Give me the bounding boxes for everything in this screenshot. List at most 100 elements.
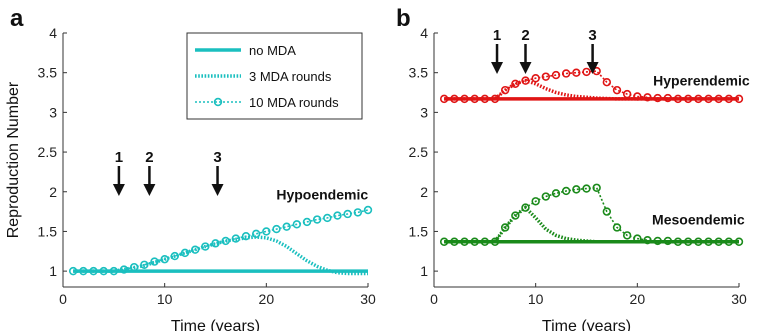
panel-letter: b <box>396 5 411 32</box>
series-point-10-mda-rounds <box>480 94 490 104</box>
series-point-10-mda-rounds <box>450 94 459 104</box>
arrow-number: 3 <box>588 27 596 44</box>
series-point-10-mda-rounds <box>561 69 571 78</box>
panel-a: 1 1.5 2 2.5 3 3.5 4 0 10 20 30 Time (years) Reproduc… <box>5 5 376 331</box>
series-point-10-mda-rounds <box>683 94 693 104</box>
series-point-10-mda-rounds <box>470 94 479 104</box>
series-point-10-mda-rounds <box>704 237 713 246</box>
series-point-10-mda-rounds <box>68 266 78 276</box>
series-point-10-mda-rounds <box>312 215 322 224</box>
series-point-10-mda-rounds <box>170 251 180 261</box>
series-point-10-mda-rounds <box>541 192 551 201</box>
series-line-10-mda-rounds <box>73 209 369 272</box>
arrow-head <box>143 184 156 196</box>
series-point-10-mda-rounds <box>602 78 612 87</box>
series-point-10-mda-rounds <box>89 266 98 276</box>
x-tick-label: 30 <box>360 291 376 307</box>
series-point-10-mda-rounds <box>490 94 500 104</box>
arrow-number: 2 <box>521 27 529 44</box>
y-tick-label: 2 <box>420 184 428 200</box>
x-tick-label: 10 <box>528 291 544 307</box>
series-point-10-mda-rounds <box>363 205 373 215</box>
y-tick-label: 2 <box>49 184 57 200</box>
y-tick-label: 1.5 <box>38 223 58 239</box>
series-point-10-mda-rounds <box>490 237 500 246</box>
series-point-10-mda-rounds <box>282 222 291 231</box>
series-point-10-mda-rounds <box>439 237 449 246</box>
series-line-10-mda-rounds <box>444 186 739 243</box>
x-axis-label: Time (years) <box>171 318 260 331</box>
series-point-10-mda-rounds <box>262 227 271 236</box>
series-point-10-mda-rounds <box>734 94 744 104</box>
series-point-10-mda-rounds <box>673 94 683 104</box>
series-point-10-mda-rounds <box>582 67 591 77</box>
series-point-10-mda-rounds <box>714 237 723 246</box>
y-tick-label: 4 <box>49 25 57 41</box>
arrow-head <box>519 62 532 74</box>
series-point-10-mda-rounds <box>572 185 581 194</box>
series-point-10-mda-rounds <box>450 237 459 246</box>
series-point-10-mda-rounds <box>663 236 673 246</box>
x-tick-label: 0 <box>59 291 67 307</box>
x-tick-label: 20 <box>630 291 646 307</box>
arrow-head <box>211 184 224 196</box>
y-tick-label: 3 <box>420 104 428 120</box>
series-point-10-mda-rounds <box>724 237 734 246</box>
series-point-10-mda-rounds <box>119 265 129 274</box>
series-point-10-mda-rounds <box>602 207 612 216</box>
series-point-10-mda-rounds <box>531 197 540 206</box>
series-point-10-mda-rounds <box>663 93 673 103</box>
arrow-number: 1 <box>115 149 123 166</box>
legend: no MDA 3 MDA rounds 10 MDA rounds <box>186 32 363 120</box>
series-point-10-mda-rounds <box>221 236 230 246</box>
x-tick-label: 0 <box>430 291 438 307</box>
y-tick-label: 4 <box>420 25 428 41</box>
arrow-number: 3 <box>213 149 221 166</box>
series-line-3-mda-rounds <box>444 205 739 244</box>
series-point-10-mda-rounds <box>251 229 261 239</box>
legend-entry: 3 MDA rounds <box>249 69 332 84</box>
arrow-number: 2 <box>145 149 153 166</box>
annotation-hyperendemic: Hyperendemic <box>653 73 750 89</box>
series-point-10-mda-rounds <box>633 92 642 101</box>
series-point-10-mda-rounds <box>673 237 683 246</box>
series-point-10-mda-rounds <box>683 237 693 246</box>
series-point-10-mda-rounds <box>694 94 703 104</box>
series-point-10-mda-rounds <box>460 237 469 246</box>
series-point-10-mda-rounds <box>541 72 551 81</box>
series-point-10-mda-rounds <box>160 255 169 264</box>
series-point-10-mda-rounds <box>201 242 210 251</box>
y-tick-label: 1 <box>49 263 57 279</box>
series-point-10-mda-rounds <box>500 223 510 232</box>
series-point-10-mda-rounds <box>592 183 601 192</box>
series-point-10-mda-rounds <box>353 208 363 217</box>
arrow-head <box>491 62 504 74</box>
series-point-10-mda-rounds <box>480 237 490 246</box>
series-point-10-mda-rounds <box>561 186 571 196</box>
series-point-10-mda-rounds <box>140 260 149 269</box>
annotation-mesoendemic: Mesoendemic <box>652 212 745 228</box>
series-point-10-mda-rounds <box>643 93 652 102</box>
x-tick-label: 30 <box>731 291 747 307</box>
series-point-10-mda-rounds <box>211 239 220 248</box>
series-point-10-mda-rounds <box>439 94 449 104</box>
series-line-3-mda-rounds <box>73 235 368 276</box>
panel-b: 1 1.5 2 2.5 3 3.5 4 0 10 20 30 Time (years) b 1 2 3 Hype… <box>396 5 750 331</box>
arrow-head <box>112 184 125 196</box>
x-tick-label: 10 <box>157 291 173 307</box>
legend-entry: no MDA <box>249 43 296 58</box>
series-point-10-mda-rounds <box>231 234 241 243</box>
series-point-10-mda-rounds <box>272 224 281 234</box>
series-point-10-mda-rounds <box>343 209 352 219</box>
series-point-10-mda-rounds <box>694 237 703 246</box>
series-point-10-mda-rounds <box>241 232 251 241</box>
x-tick-label: 20 <box>259 291 275 307</box>
series-point-10-mda-rounds <box>724 94 734 104</box>
series-point-10-mda-rounds <box>622 89 632 99</box>
series-point-10-mda-rounds <box>612 85 622 95</box>
series-point-10-mda-rounds <box>572 68 581 77</box>
series-point-10-mda-rounds <box>500 85 510 95</box>
series-point-10-mda-rounds <box>302 217 312 227</box>
series-point-10-mda-rounds <box>643 235 652 245</box>
